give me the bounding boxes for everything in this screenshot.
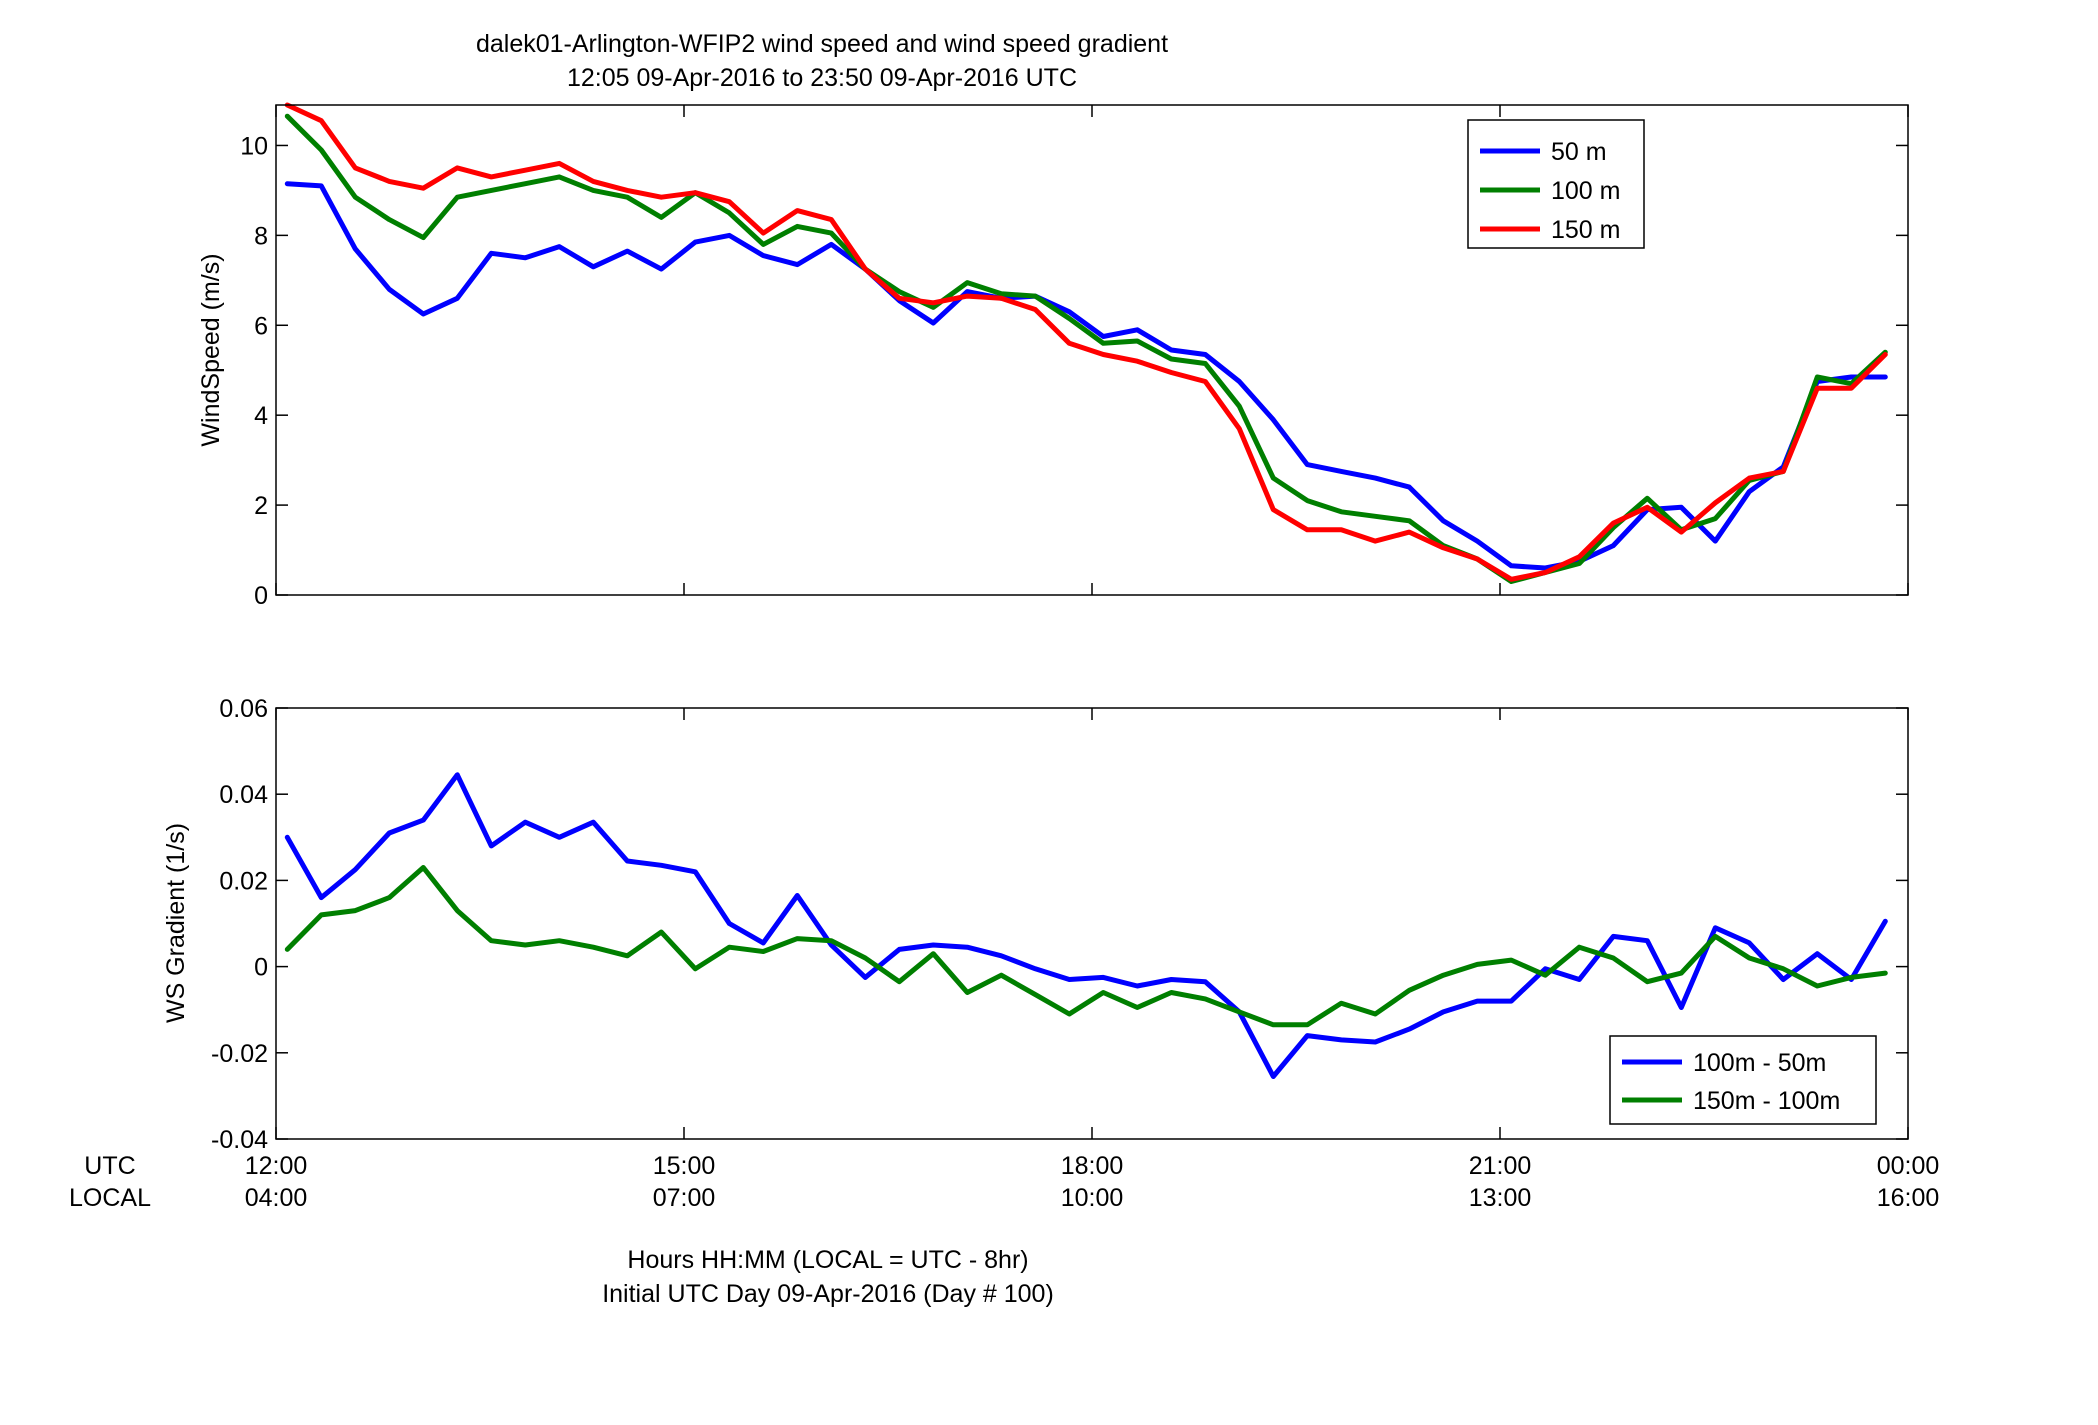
ws-gradient-ytick-label: -0.04 [211,1126,268,1154]
series-line-150-m [284,102,1888,582]
legend-label-100m: 100 m [1551,177,1620,205]
ws-gradient-ytick-label: 0.02 [219,867,268,895]
ws-gradient-legend: 100m - 50m 150m - 100m [1609,1035,1877,1125]
utc-tick-label: 12:00 [245,1152,308,1180]
wind-speed-ytick-label: 4 [254,402,268,430]
series-line-150m-100m [284,865,1888,1028]
x-axis-label-line2: Initial UTC Day 09-Apr-2016 (Day # 100) [602,1280,1054,1308]
legend-label-150m-100m: 150m - 100m [1693,1087,1840,1115]
utc-row-label: UTC [84,1152,135,1180]
chart-title-line2: 12:05 09-Apr-2016 to 23:50 09-Apr-2016 U… [567,64,1077,92]
series-line-100m-50m [284,772,1888,1079]
wind-speed-ytick-label: 10 [240,132,268,160]
wind-speed-legend: 50 m 100 m 150 m [1467,119,1645,249]
legend-label-50m: 50 m [1551,138,1607,166]
wind-speed-ytick-label: 0 [254,582,268,610]
ws-gradient-y-axis-label: WS Gradient (1/s) [162,823,190,1023]
ws-gradient-series-group [284,772,1888,1079]
ws-gradient-y-ticks: -0.04 -0.02 0 0.02 0.04 0.06 [211,695,1908,1154]
utc-tick-label: 15:00 [653,1152,716,1180]
legend-label-150m: 150 m [1551,216,1620,244]
ws-gradient-panel: -0.04 -0.02 0 0.02 0.04 0.06 WS Gradient (1/s… [162,695,1909,1154]
local-row-label: LOCAL [69,1184,151,1212]
wind-speed-ytick-label: 6 [254,312,268,340]
ws-gradient-ytick-label: 0.04 [219,781,268,809]
ws-gradient-ytick-label: -0.02 [211,1040,268,1068]
wind-speed-ytick-label: 2 [254,492,268,520]
local-tick-label: 07:00 [653,1184,716,1212]
wind-speed-y-axis-label: WindSpeed (m/s) [197,253,225,446]
ws-gradient-legend-box [1609,1035,1877,1125]
wind-speed-y-ticks: 0 2 4 6 8 10 [240,132,1908,610]
local-tick-label: 13:00 [1469,1184,1532,1212]
utc-tick-label: 21:00 [1469,1152,1532,1180]
wind-speed-x-ticks [275,105,1909,595]
chart-title-line1: dalek01-Arlington-WFIP2 wind speed and w… [476,30,1168,58]
wind-speed-ytick-label: 8 [254,222,268,250]
wind-speed-legend-box [1467,119,1645,249]
local-tick-label: 04:00 [245,1184,308,1212]
time-axis-labels: UTC LOCAL 12:00 04:00 15:00 07:00 18:00 10:00… [69,1152,1939,1212]
utc-tick-label: 00:00 [1877,1152,1940,1180]
wind-speed-panel: 0 2 4 6 8 10 WindSpeed (m/s) 50 m 100 m 150 m [197,102,1909,610]
ws-gradient-ytick-label: 0.06 [219,695,268,723]
x-axis-label-line1: Hours HH:MM (LOCAL = UTC - 8hr) [627,1246,1028,1274]
local-tick-label: 16:00 [1877,1184,1940,1212]
wind-speed-series-group [284,102,1888,584]
ws-gradient-x-ticks [275,708,1909,1139]
ws-gradient-ytick-label: 0 [254,954,268,982]
local-tick-label: 10:00 [1061,1184,1124,1212]
series-line-50-m [284,181,1888,571]
utc-tick-label: 18:00 [1061,1152,1124,1180]
legend-label-100m-50m: 100m - 50m [1693,1049,1826,1077]
